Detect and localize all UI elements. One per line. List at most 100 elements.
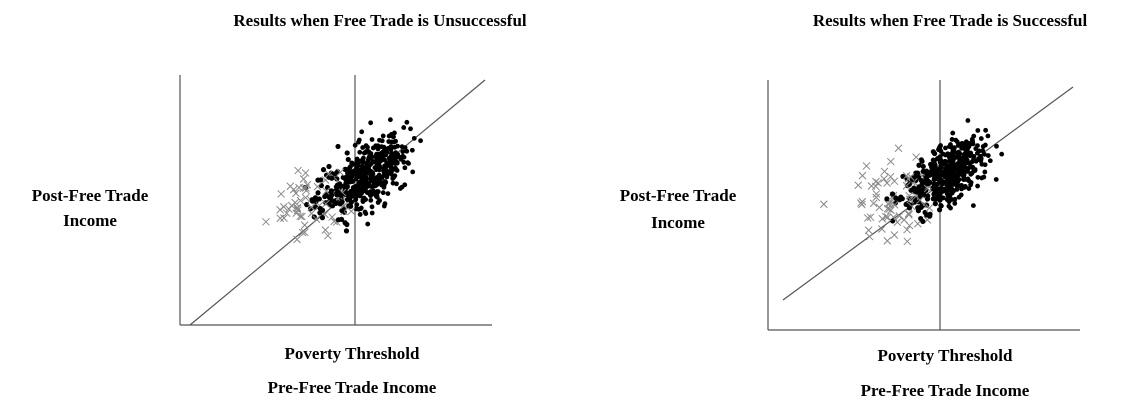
dot-point (391, 134, 396, 140)
dot-point (930, 149, 936, 155)
dot-point (948, 142, 953, 147)
dot-point (381, 184, 387, 190)
dot-point (418, 138, 423, 144)
cross-point (293, 235, 301, 244)
cross-point (286, 182, 295, 191)
dot-point (391, 139, 397, 145)
dot-point (319, 215, 326, 221)
panel-title: Results when Free Trade is Unsuccessful (233, 11, 527, 30)
dot-point (408, 126, 413, 132)
dot-point (924, 196, 931, 202)
dot-point (392, 130, 397, 136)
dot-point (927, 213, 933, 219)
dot-point (982, 162, 988, 168)
dot-point (959, 141, 965, 146)
y-label: Income (63, 211, 117, 230)
dot-point (967, 142, 972, 148)
dot-point (339, 208, 345, 214)
cross-point (287, 201, 296, 210)
cross-point (300, 221, 309, 229)
cross-point (292, 189, 300, 198)
y-label: Income (651, 213, 705, 232)
dot-point (381, 145, 387, 151)
dot-point (976, 148, 982, 154)
dot-point (906, 205, 913, 211)
dot-point (889, 191, 896, 197)
cross-point (925, 204, 934, 212)
dot-point (335, 143, 341, 150)
dot-point (946, 187, 952, 193)
dot-point (348, 188, 354, 194)
cross-point (883, 213, 892, 222)
cross-point (293, 203, 302, 212)
dot-point (326, 163, 332, 170)
cross-point (906, 195, 915, 204)
cross-point (903, 225, 911, 234)
dot-point (369, 137, 375, 142)
dot-point (987, 158, 993, 164)
dot-point (952, 200, 958, 206)
cross-point (894, 144, 903, 153)
dot-point (342, 220, 348, 226)
dot-point (348, 199, 354, 205)
dot-point (357, 193, 363, 199)
dot-point (961, 163, 967, 169)
dot-point (978, 156, 984, 161)
dot-point (354, 193, 360, 199)
dot-point (924, 174, 930, 180)
dot-point (353, 176, 359, 182)
dot-point (335, 189, 341, 195)
dot-point (358, 206, 364, 212)
dot-point (373, 179, 378, 185)
dot-point (961, 177, 967, 183)
dot-point (884, 196, 890, 202)
dot-point (978, 136, 984, 141)
cross-point (904, 209, 913, 218)
cross-point (299, 184, 308, 193)
dot-point (398, 154, 403, 160)
dot-point (368, 197, 374, 203)
cross-point (872, 190, 881, 198)
dot-point (358, 187, 364, 193)
panel: Results when Free Trade is Unsuccessful … (32, 11, 527, 397)
cross-point (902, 181, 911, 190)
dot-point (913, 170, 919, 176)
dot-point (366, 181, 372, 187)
cross-point (322, 199, 330, 208)
dot-point (315, 190, 321, 196)
dot-point (949, 165, 955, 170)
dot-point (950, 187, 956, 193)
dot-point (345, 156, 351, 163)
dot-point (929, 164, 935, 170)
dot-point (938, 163, 944, 169)
cross-point (336, 168, 345, 177)
cross-point (819, 200, 828, 209)
cross-point (324, 231, 332, 240)
dot-point (912, 196, 918, 202)
cross-point (276, 214, 285, 223)
dot-point (329, 175, 335, 181)
dot-point (335, 217, 342, 223)
cross-point (296, 212, 304, 221)
cross-point (276, 205, 284, 214)
dot-point (943, 145, 948, 151)
scatter-cloud (262, 117, 423, 244)
dot-point (985, 133, 991, 139)
dot-point (369, 191, 375, 197)
dot-point (353, 189, 359, 195)
dot-point (971, 133, 977, 139)
dot-point (400, 149, 406, 155)
cross-point (874, 179, 882, 187)
dot-point (410, 169, 416, 175)
cross-point (296, 196, 305, 205)
dot-point (967, 160, 973, 166)
dot-point (372, 154, 378, 159)
dot-point (921, 192, 927, 198)
dot-point (968, 182, 974, 188)
dot-point (975, 183, 980, 189)
dot-point (402, 182, 408, 188)
dot-point (375, 143, 381, 149)
dot-point (958, 183, 964, 189)
dot-point (392, 173, 398, 179)
dot-point (388, 171, 394, 177)
